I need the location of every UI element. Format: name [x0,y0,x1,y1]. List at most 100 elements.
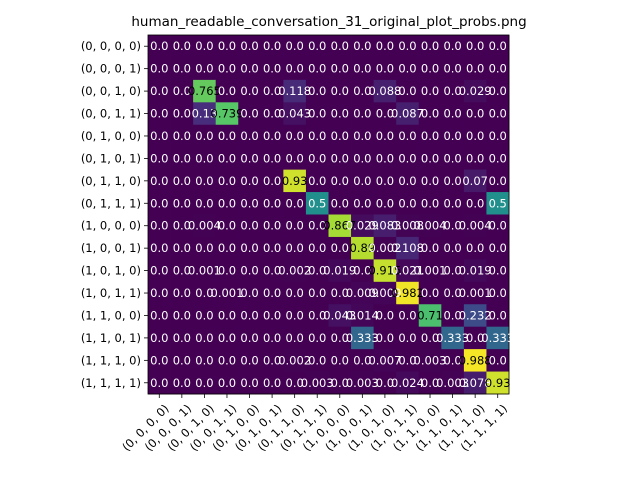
heatmap-cell [238,147,262,171]
cell-value-label: 0.0 [286,129,304,143]
cell-value-label: 0.0 [150,331,168,345]
y-tick-label: (1, 1, 1, 1) [81,376,141,390]
cell-value-label: 0.0 [173,219,191,233]
cell-value-label: 0.0 [173,353,191,367]
cell-value-label: 0.0 [376,331,394,345]
cell-value-label: 0.0 [398,174,416,188]
heatmap-cell [193,79,217,103]
cell-value-label: 0.0 [376,308,394,322]
cell-value-label: 0.0 [466,151,484,165]
cell-value-label: 0.0 [421,107,439,121]
heatmap-cell [373,192,397,215]
heatmap-cell [396,236,420,260]
heatmap-cell [193,281,217,305]
cell-value-label: 0.088 [368,84,401,98]
cell-value-label: 0.002 [278,264,311,278]
heatmap-cell [441,124,465,148]
heatmap-cell [283,147,307,171]
cell-value-label: 0.0 [173,308,191,322]
heatmap-cell [148,57,171,81]
cell-value-label: 0.0 [263,62,281,76]
cell-value-label: 0.0 [218,264,236,278]
chart-title: human_readable_conversation_31_original_… [131,14,526,30]
cell-value-label: 0.0 [489,264,507,278]
cell-value-label: 0.0 [331,129,349,143]
cell-value-labels: 0.0 0.0 0.0 0.0 0.0 0.0 0.0 0.0 0.0 0.0 0.0 0.0 0.0 0… [150,39,514,390]
cell-value-label: 0.93 [485,376,511,390]
heatmap-cell [148,259,171,283]
heatmap-cell [283,371,307,395]
heatmap-cell [373,169,397,193]
heatmap-cell [328,79,352,103]
cell-value-label: 0.0 [489,286,507,300]
cell-value-label: 0.043 [278,107,311,121]
heatmap-cell [396,169,420,193]
y-tick-label: (1, 0, 0, 0) [81,219,141,233]
heatmap-cell [486,259,510,283]
heatmap-cell [215,169,239,193]
cell-value-label: 0.0 [195,286,213,300]
cell-value-label: 0.0 [443,39,461,53]
cell-value-label: 0.0 [376,129,394,143]
heatmap-cell [170,102,194,126]
cell-value-label: 0.0 [286,308,304,322]
heatmap-cell [305,124,329,148]
heatmap-cell [418,147,442,171]
cell-value-label: 0.915 [368,264,401,278]
cell-value-label: 0.0 [195,353,213,367]
heatmap-cell [260,124,284,148]
cell-value-label: 0.024 [391,376,424,390]
cell-value-label: 0.0 [489,308,507,322]
heatmap-cell [396,57,420,81]
cell-value-label: 0.0 [240,196,258,210]
cell-value-label: 0.0 [150,62,168,76]
heatmap-cell [305,349,329,372]
heatmap-cell [396,281,420,305]
heatmap-cell [486,79,510,103]
cell-value-label: 0.001 [188,264,221,278]
cell-value-label: 0.0 [195,174,213,188]
cell-value-label: 0.0 [353,84,371,98]
heatmap-cell [351,147,375,171]
cell-value-label: 0.0 [173,84,191,98]
heatmap-cell [486,102,510,126]
cell-value-label: 0.0 [353,174,371,188]
cell-value-label: 0.0 [218,84,236,98]
cell-value-label: 0.0 [443,286,461,300]
heatmap-cell [170,349,194,372]
cell-value-label: 0.043 [323,308,356,322]
heatmap-cell [148,371,171,395]
heatmap-cell [328,57,352,81]
cell-value-label: 0.0 [308,62,326,76]
cell-value-label: 0.0 [240,129,258,143]
cell-value-label: 0.333 [436,331,469,345]
heatmap-cell [260,349,284,372]
heatmap-cell [148,102,171,126]
heatmap-cell [486,304,510,328]
heatmap-cell [283,326,307,350]
heatmap-cell [328,371,352,395]
cell-value-label: 0.0 [218,219,236,233]
cell-value-label: 0.0 [286,62,304,76]
heatmap-cell [260,192,284,215]
heatmap-cell [305,147,329,171]
heatmap-cell [215,35,239,58]
heatmap-cell [441,236,465,260]
cell-value-label: 0.0 [331,107,349,121]
heatmap-cell [283,102,307,126]
plot-frame [147,34,510,395]
heatmap-cell [328,102,352,126]
heatmap-cell [170,236,194,260]
cell-value-label: 0.0 [218,353,236,367]
heatmap-cell [418,169,442,193]
heatmap-cell [238,79,262,103]
heatmap-cell [396,259,420,283]
heatmap-cell [148,169,171,193]
heatmap-cell [486,147,510,171]
cell-value-label: 0.0 [308,264,326,278]
heatmap-cell [193,192,217,215]
cell-value-label: 0.0 [218,129,236,143]
cell-value-label: 0.0 [466,331,484,345]
cell-value-label: 0.001 [459,286,492,300]
cell-value-label: 0.0 [240,84,258,98]
